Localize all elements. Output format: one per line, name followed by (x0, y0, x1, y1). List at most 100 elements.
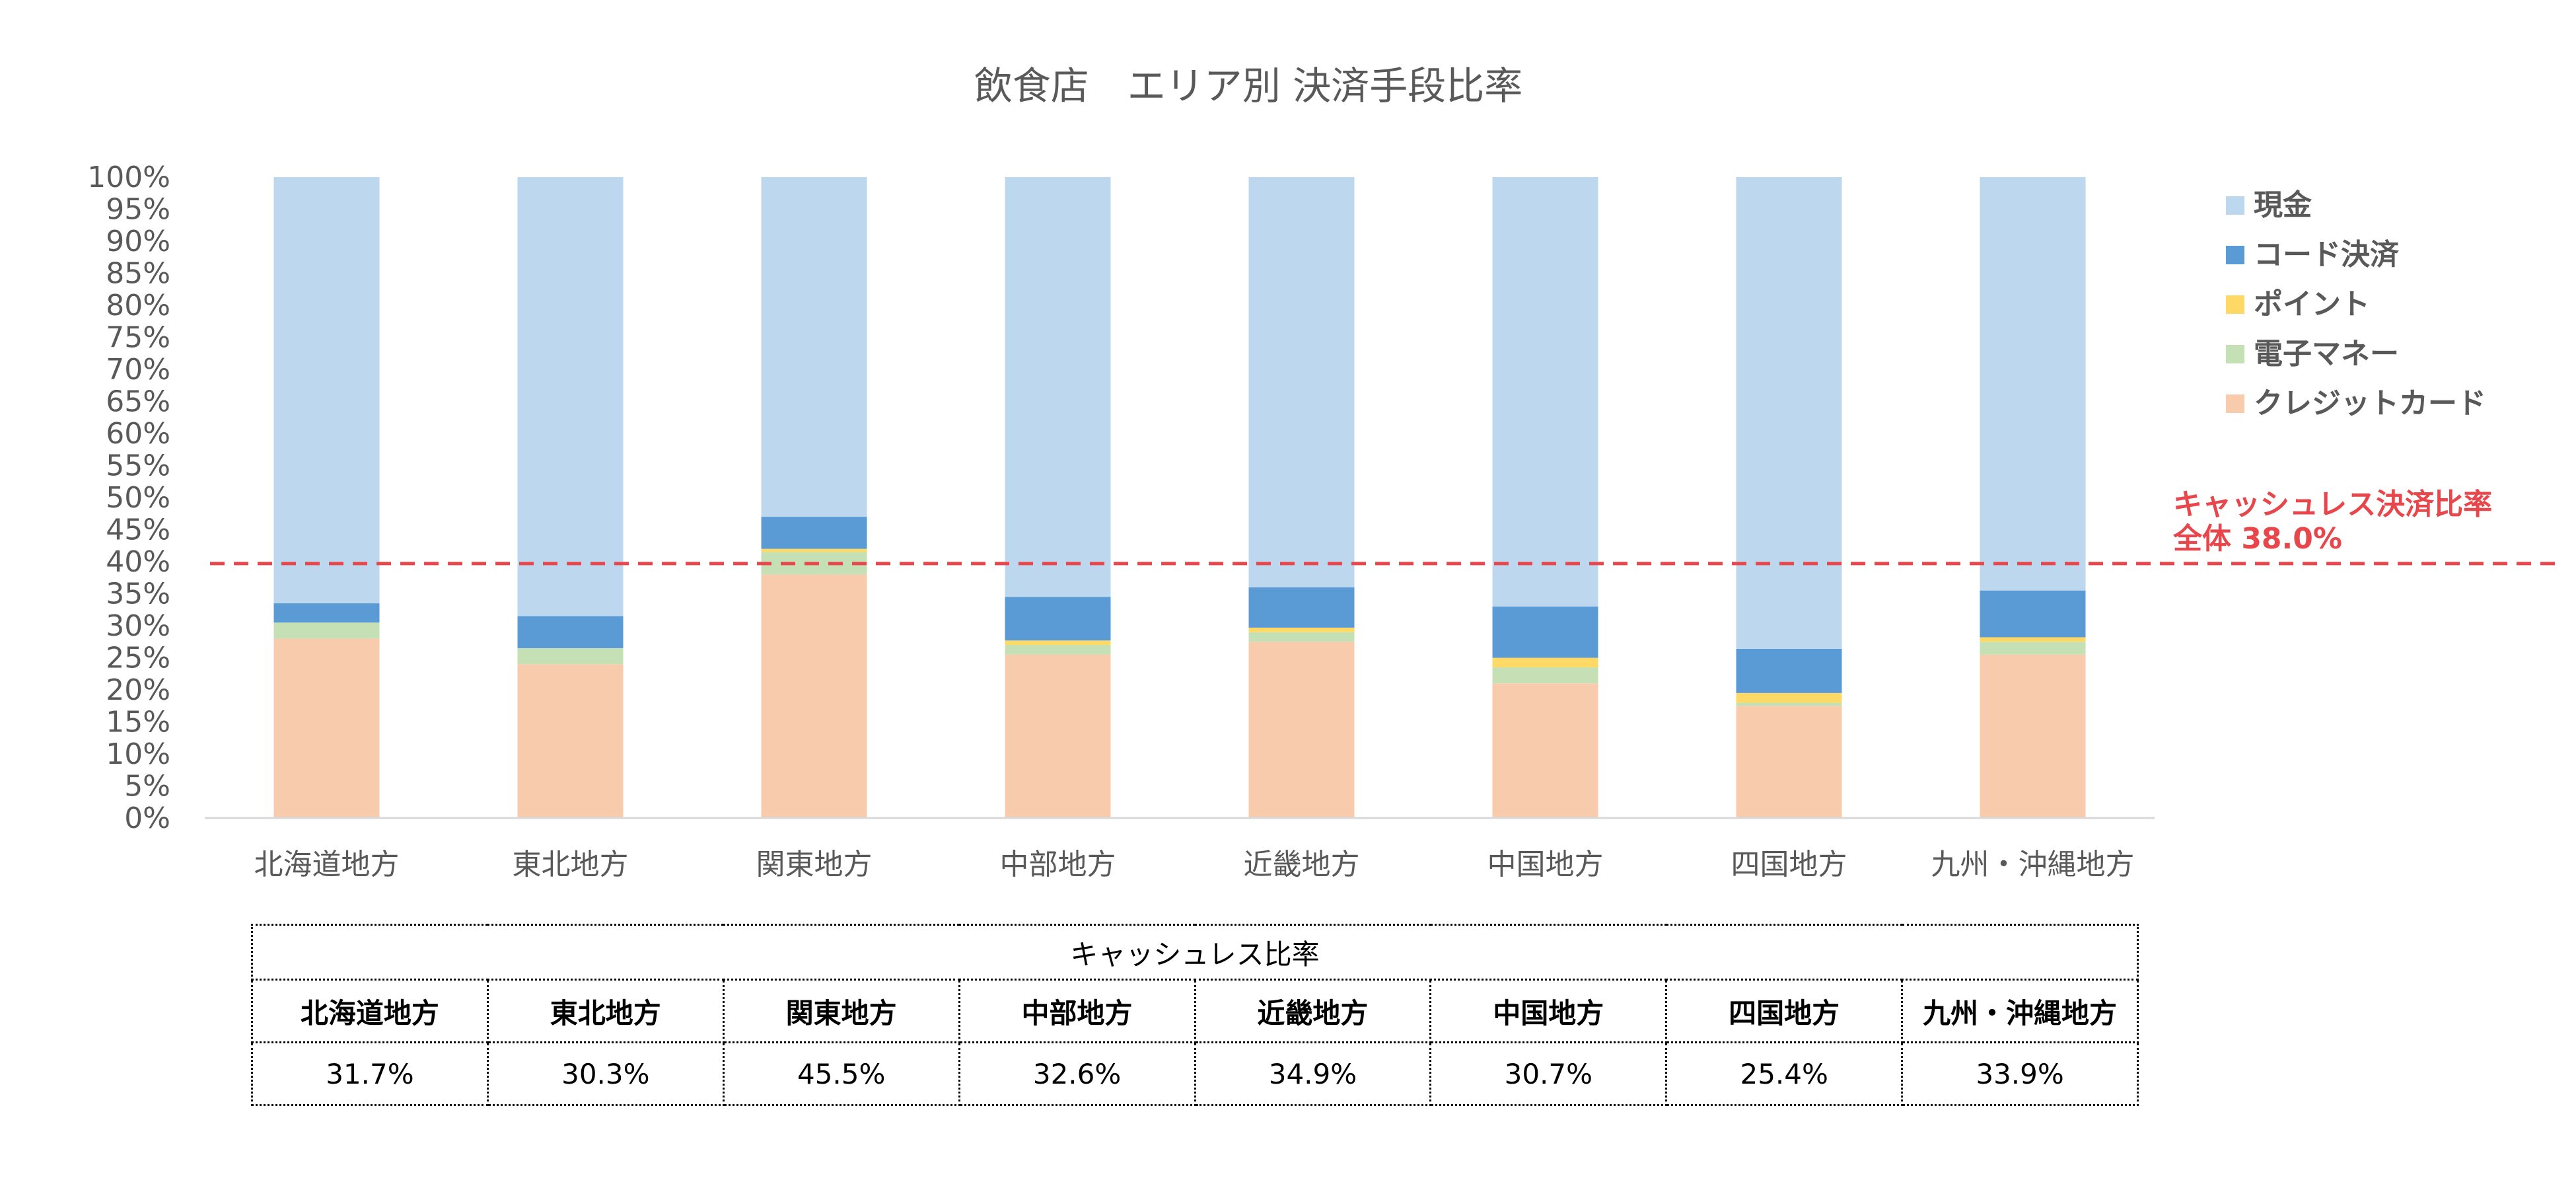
table-value-cell: 30.7% (1429, 1041, 1668, 1106)
table-header-cell: 四国地方 (1665, 979, 1904, 1043)
x-tick-label: 四国地方 (1731, 848, 1847, 881)
bar-stack (1248, 177, 1355, 818)
y-tick-label: 75% (106, 321, 170, 355)
legend-label: 電子マネー (2254, 337, 2399, 371)
table-value-cell: 31.7% (251, 1041, 489, 1106)
bar-stack (1492, 177, 1598, 818)
y-tick-label: 65% (106, 385, 170, 419)
bar-segment (273, 622, 380, 639)
legend-label: コード決済 (2254, 238, 2400, 272)
bar-segment (1005, 645, 1111, 655)
legend-swatch (2226, 394, 2244, 413)
bar-segment (273, 177, 380, 604)
y-tick-label: 70% (106, 353, 170, 387)
x-tick-label: 関東地方 (756, 848, 873, 881)
bar-segment (517, 616, 624, 648)
y-tick-label: 5% (124, 770, 170, 803)
y-tick-label: 40% (106, 545, 170, 579)
legend-swatch (2226, 295, 2244, 314)
bar-segment (1736, 702, 1842, 706)
cashless-reference-label-line2: 全体 38.0% (2172, 522, 2342, 556)
y-tick-label: 20% (106, 673, 170, 707)
cashless-reference: キャッシュレス決済比率 全体 38.0% (210, 488, 2556, 566)
table-title: キャッシュレス比率 (251, 924, 2139, 981)
y-tick-label: 15% (106, 706, 170, 739)
x-tick-label: 中国地方 (1487, 848, 1604, 881)
table-header-cell: 九州・沖縄地方 (1901, 979, 2139, 1043)
bar-segment (1492, 657, 1598, 668)
bar-segment (1492, 683, 1598, 818)
bar-stack (1980, 177, 2086, 818)
table-header-cell: 東北地方 (486, 979, 725, 1043)
cashless-ratio-table: キャッシュレス比率 北海道地方 東北地方 関東地方 中部地方 近畿地方 中国地方 四国地方九… (251, 924, 2139, 1106)
bar-segment (1492, 606, 1598, 658)
legend-label: 現金 (2254, 188, 2312, 222)
x-axis: 北海道地方 東北地方 関東地方 中部地方 近畿地方 中国地方 四国地方 九州・沖縄地方 (254, 848, 2135, 881)
bar-segment (1980, 177, 2086, 591)
y-tick-label: 10% (106, 737, 170, 771)
table-header-row: 北海道地方 東北地方 関東地方 中部地方 近畿地方 中国地方 四国地方 九州・沖縄地方 (251, 979, 2139, 1043)
bar-segment (517, 664, 624, 818)
y-tick-label: 90% (106, 225, 170, 258)
table-header-cell: 近畿地方 (1194, 979, 1432, 1043)
table-header-cell: 北海道地方 (251, 979, 489, 1043)
y-tick-label: 45% (106, 513, 170, 547)
bar-segment (517, 177, 624, 616)
bar-segment (1492, 177, 1598, 607)
bar-segment (1005, 597, 1111, 641)
table-value-cell: 33.9% (1901, 1041, 2139, 1106)
bar-stack (273, 177, 380, 818)
y-tick-label: 30% (106, 609, 170, 643)
y-axis: 0%5%10%15%20%25%30%35%40%45%50%55%60%65%… (87, 161, 170, 835)
y-tick-label: 50% (106, 481, 170, 515)
bar-stack (1736, 177, 1842, 818)
x-tick-label: 九州・沖縄地方 (1931, 848, 2135, 881)
bar-stack (517, 177, 624, 818)
bar-segment (761, 177, 867, 517)
table-value-row: 31.7% 30.3% 45.5% 32.6% 34.9% 30.7% 25.4% 33.9% (251, 1041, 2139, 1106)
legend-label: ポイント (2254, 287, 2370, 321)
bar-segment (1248, 627, 1355, 632)
bar-segment (1980, 637, 2086, 642)
bar-segment (1736, 177, 1842, 649)
table-value-cell: 25.4% (1665, 1041, 1904, 1106)
legend-swatch (2226, 246, 2244, 264)
bar-segment (1005, 640, 1111, 646)
x-tick-label: 近畿地方 (1244, 848, 1360, 881)
bar-segment (1005, 654, 1111, 818)
y-tick-label: 80% (106, 289, 170, 322)
cashless-reference-label-line1: キャッシュレス決済比率 (2173, 488, 2492, 521)
bar-segment (1736, 648, 1842, 693)
bar-segment (1980, 654, 2086, 818)
bar-segment (1248, 632, 1355, 642)
bar-stack (761, 177, 867, 818)
chart-title: 飲食店 エリア別 決済手段比率 (974, 63, 1522, 108)
y-tick-label: 35% (106, 577, 170, 611)
bar-segment (273, 638, 380, 818)
bar-segment (1005, 177, 1111, 597)
table-header-cell: 中部地方 (958, 979, 1196, 1043)
y-tick-label: 95% (106, 193, 170, 227)
bar-segment (1980, 590, 2086, 638)
table-header-cell: 中国地方 (1429, 979, 1668, 1043)
bar-segment (1492, 667, 1598, 684)
legend-swatch (2226, 345, 2244, 363)
y-tick-label: 25% (106, 642, 170, 675)
bars (273, 177, 2086, 818)
bar-segment (273, 603, 380, 623)
legend-label: クレジットカード (2254, 387, 2486, 420)
bar-segment (1736, 706, 1842, 818)
y-tick-label: 85% (106, 257, 170, 291)
table-header-cell: 関東地方 (722, 979, 960, 1043)
y-tick-label: 100% (87, 161, 170, 194)
table-value-cell: 34.9% (1194, 1041, 1432, 1106)
bar-segment (517, 648, 624, 665)
bar-segment (761, 517, 867, 549)
y-tick-label: 0% (124, 801, 170, 835)
bar-stack (1005, 177, 1111, 818)
x-tick-label: 北海道地方 (254, 848, 400, 881)
x-tick-label: 中部地方 (1000, 848, 1116, 881)
bar-segment (1248, 642, 1355, 818)
